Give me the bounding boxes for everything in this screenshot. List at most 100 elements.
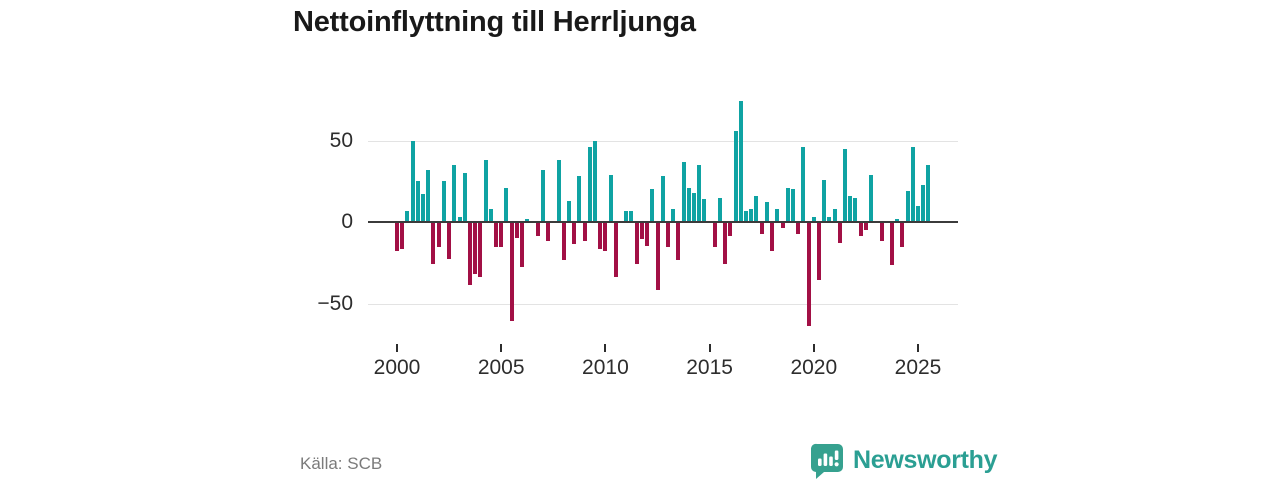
bar-2009-Q2[interactable]	[587, 147, 592, 222]
bar-2008-Q3[interactable]	[572, 223, 577, 245]
bar-2006-Q4[interactable]	[535, 223, 540, 237]
bar-2020-Q2[interactable]	[817, 223, 821, 281]
bar-2008-Q1[interactable]	[561, 223, 566, 261]
bar-2017-Q1[interactable]	[749, 208, 754, 222]
bar-2004-Q4[interactable]	[493, 223, 498, 248]
bar-2000-Q3[interactable]	[405, 210, 410, 222]
bar-2019-Q2[interactable]	[796, 223, 801, 235]
bar-2021-Q1[interactable]	[832, 208, 837, 222]
bar-2025-Q3[interactable]	[926, 164, 931, 222]
bar-2005-Q3[interactable]	[509, 223, 514, 321]
bar-2019-Q4[interactable]	[806, 223, 811, 326]
bar-2013-Q3[interactable]	[676, 223, 681, 261]
bar-2003-Q2[interactable]	[462, 173, 467, 222]
bar-2022-Q4[interactable]	[869, 174, 874, 222]
bar-2015-Q4[interactable]	[723, 223, 728, 264]
bar-2012-Q3[interactable]	[655, 223, 660, 290]
bar-2003-Q1[interactable]	[457, 217, 462, 222]
bar-2024-Q2[interactable]	[900, 223, 905, 248]
bar-2013-Q2[interactable]	[671, 208, 676, 222]
bar-2004-Q2[interactable]	[483, 160, 488, 222]
bar-2011-Q2[interactable]	[629, 210, 634, 222]
bar-2013-Q4[interactable]	[681, 161, 686, 222]
bar-2008-Q4[interactable]	[577, 176, 582, 222]
bar-2016-Q1[interactable]	[728, 223, 733, 237]
bar-2012-Q2[interactable]	[650, 189, 655, 222]
bar-2001-Q2[interactable]	[421, 194, 426, 222]
bar-2007-Q4[interactable]	[556, 160, 561, 222]
bar-2002-Q2[interactable]	[441, 181, 446, 222]
bar-2018-Q4[interactable]	[785, 187, 790, 222]
bar-2003-Q3[interactable]	[467, 223, 472, 285]
bar-2018-Q3[interactable]	[780, 223, 785, 228]
bar-2019-Q3[interactable]	[801, 147, 806, 222]
bar-2002-Q1[interactable]	[436, 223, 441, 248]
bar-2013-Q1[interactable]	[665, 223, 670, 248]
bar-2023-Q2[interactable]	[879, 223, 884, 241]
bar-2024-Q4[interactable]	[910, 147, 915, 222]
bar-2021-Q2[interactable]	[837, 223, 842, 243]
bar-2010-Q3[interactable]	[613, 223, 618, 277]
bar-2004-Q1[interactable]	[478, 223, 483, 277]
bar-2005-Q4[interactable]	[514, 223, 519, 238]
bar-2017-Q4[interactable]	[764, 202, 769, 222]
bar-2006-Q2[interactable]	[525, 218, 530, 222]
bar-2003-Q4[interactable]	[473, 223, 478, 274]
bar-2016-Q3[interactable]	[738, 101, 743, 222]
bar-2021-Q4[interactable]	[848, 195, 853, 222]
bar-2022-Q2[interactable]	[858, 223, 863, 237]
bar-2019-Q1[interactable]	[790, 189, 795, 222]
bar-2022-Q3[interactable]	[863, 223, 868, 230]
bar-2000-Q1[interactable]	[395, 223, 399, 251]
bar-2024-Q3[interactable]	[905, 191, 910, 222]
bar-2022-Q1[interactable]	[853, 197, 858, 222]
bar-2004-Q3[interactable]	[488, 208, 493, 222]
gridline-50	[368, 140, 958, 142]
bar-2007-Q2[interactable]	[546, 223, 551, 241]
bar-2002-Q4[interactable]	[452, 164, 457, 222]
bar-2009-Q3[interactable]	[592, 140, 597, 222]
bar-2018-Q1[interactable]	[770, 223, 775, 251]
bar-2012-Q1[interactable]	[645, 223, 650, 246]
bar-2020-Q1[interactable]	[811, 217, 816, 222]
bar-2007-Q1[interactable]	[540, 169, 545, 222]
bar-2005-Q2[interactable]	[504, 187, 509, 222]
bar-2001-Q4[interactable]	[431, 223, 436, 264]
bar-2025-Q2[interactable]	[921, 184, 926, 222]
bar-2020-Q4[interactable]	[827, 217, 832, 222]
bar-2009-Q1[interactable]	[582, 223, 587, 241]
bar-2016-Q2[interactable]	[733, 130, 738, 222]
bar-2006-Q1[interactable]	[520, 223, 525, 267]
bar-2008-Q2[interactable]	[566, 200, 571, 222]
bar-2021-Q3[interactable]	[843, 148, 848, 222]
bar-2017-Q2[interactable]	[754, 195, 759, 222]
bar-2011-Q3[interactable]	[634, 223, 639, 264]
bar-2000-Q2[interactable]	[400, 223, 405, 250]
x-tick-2005	[500, 344, 503, 352]
bar-2009-Q4[interactable]	[598, 223, 603, 250]
bar-2010-Q1[interactable]	[603, 223, 608, 251]
bar-2005-Q1[interactable]	[499, 223, 504, 248]
bar-2012-Q4[interactable]	[660, 176, 665, 222]
bar-2014-Q4[interactable]	[702, 199, 707, 222]
bar-2025-Q1[interactable]	[916, 205, 920, 222]
bar-2015-Q2[interactable]	[712, 223, 717, 248]
bar-2017-Q3[interactable]	[759, 223, 764, 235]
bar-2023-Q4[interactable]	[889, 223, 894, 266]
bar-2011-Q4[interactable]	[639, 223, 644, 240]
bar-2020-Q3[interactable]	[822, 179, 827, 222]
bar-2001-Q3[interactable]	[426, 169, 431, 222]
bar-2011-Q1[interactable]	[624, 210, 629, 222]
bar-2014-Q2[interactable]	[691, 192, 696, 222]
bar-2000-Q4[interactable]	[410, 140, 415, 222]
newsworthy-logo[interactable]: Newsworthy	[810, 443, 998, 480]
bar-2016-Q4[interactable]	[744, 210, 749, 222]
bar-2002-Q3[interactable]	[447, 223, 452, 259]
bar-2014-Q3[interactable]	[697, 164, 702, 222]
bar-2014-Q1[interactable]	[686, 187, 691, 222]
bar-2001-Q1[interactable]	[415, 181, 420, 222]
bar-2018-Q2[interactable]	[775, 208, 780, 222]
bar-2024-Q1[interactable]	[895, 218, 900, 222]
bar-2010-Q2[interactable]	[608, 174, 613, 222]
bar-2015-Q3[interactable]	[718, 197, 723, 222]
